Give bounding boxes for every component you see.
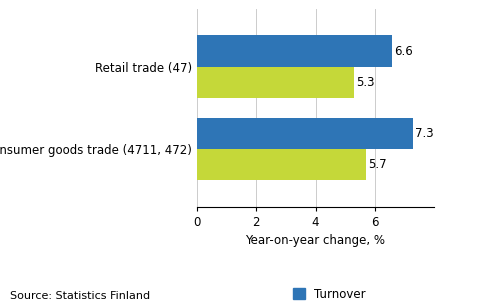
Text: 7.3: 7.3 <box>415 127 434 140</box>
Bar <box>197 36 392 67</box>
Text: Source: Statistics Finland: Source: Statistics Finland <box>10 291 150 301</box>
X-axis label: Year-on-year change, %: Year-on-year change, % <box>246 234 386 247</box>
Legend: Turnover, Sales volume: Turnover, Sales volume <box>293 288 393 304</box>
Bar <box>197 67 354 98</box>
Text: 5.3: 5.3 <box>356 76 375 89</box>
Text: 6.6: 6.6 <box>394 45 413 58</box>
Text: 5.7: 5.7 <box>368 158 387 171</box>
Bar <box>197 118 413 149</box>
Bar <box>197 149 366 180</box>
